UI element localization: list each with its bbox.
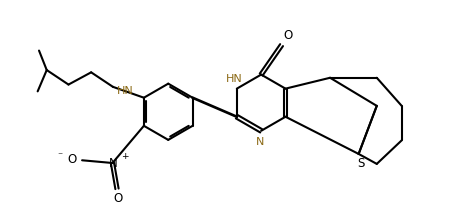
Text: N: N (256, 137, 264, 147)
Text: O: O (113, 192, 123, 205)
Text: N: N (109, 157, 118, 170)
Text: ⁻: ⁻ (57, 152, 62, 162)
Text: HN: HN (116, 86, 133, 96)
Text: +: + (121, 152, 129, 161)
Text: O: O (283, 29, 292, 42)
Text: S: S (356, 157, 363, 170)
Text: O: O (67, 153, 77, 166)
Text: HN: HN (226, 74, 242, 84)
